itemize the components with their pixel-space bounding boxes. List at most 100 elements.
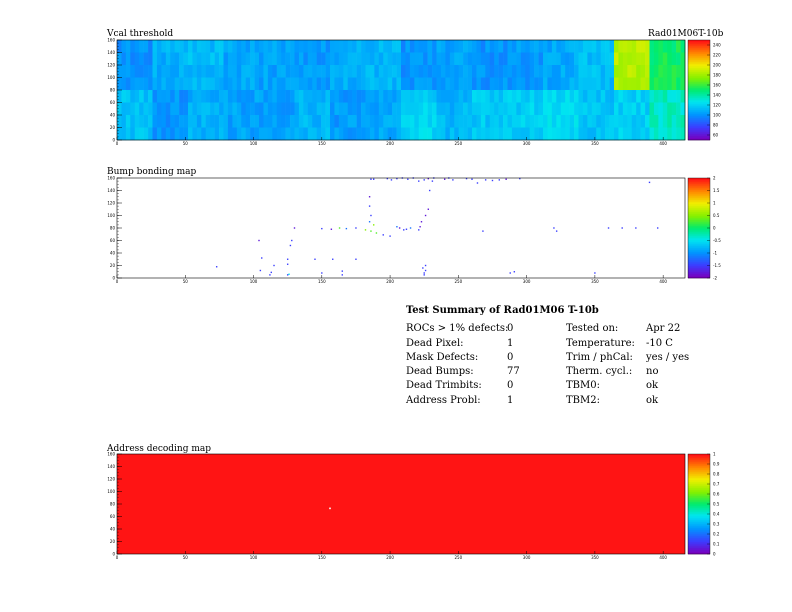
vcal-colorbar-cell: [688, 134, 710, 137]
vcal-pixel: [298, 40, 304, 53]
bump-colorbar-cell: [688, 214, 710, 217]
vcal-colorbar-label: 240: [713, 43, 721, 48]
bump-x-tick-label: 400: [659, 279, 667, 284]
vcal-pixel: [330, 77, 335, 91]
vcal-pixel: [139, 65, 144, 78]
vcal-pixel: [152, 77, 158, 91]
bump-dead-pixel: [345, 227, 348, 230]
vcal-colorbar-label: 120: [713, 103, 721, 108]
vcal-pixel: [658, 127, 664, 141]
vcal-pixel: [680, 52, 686, 66]
vcal-pixel: [538, 65, 544, 78]
vcal-pixel: [520, 77, 526, 91]
vcal-pixel: [560, 127, 566, 141]
vcal-pixel: [188, 127, 193, 141]
vcal-pixel: [134, 77, 140, 91]
vcal-pixel: [653, 90, 659, 103]
vcal-pixel: [121, 115, 127, 128]
bump-dead-pixel: [273, 264, 275, 267]
vcal-pixel: [334, 115, 340, 128]
bump-dead-pixel: [389, 235, 391, 237]
vcal-pixel: [148, 102, 153, 116]
vcal-pixel: [356, 77, 362, 91]
vcal-pixel: [472, 40, 477, 53]
bump-colorbar-cell: [688, 270, 710, 273]
vcal-pixel: [476, 102, 482, 116]
vcal-pixel: [361, 90, 366, 103]
vcal-colorbar-cell: [688, 138, 710, 141]
vcal-pixel: [232, 90, 238, 103]
vcal-pixel: [378, 102, 384, 116]
bump-colorbar-cell: [688, 276, 710, 279]
vcal-pixel: [649, 77, 655, 91]
vcal-pixel: [525, 65, 530, 78]
vcal-pixel: [534, 115, 539, 128]
vcal-pixel: [361, 77, 366, 91]
vcal-pixel: [472, 77, 477, 91]
vcal-pixel: [161, 102, 167, 116]
vcal-pixel: [436, 115, 442, 128]
vcal-colorbar-label: 160: [713, 83, 721, 88]
vcal-pixel: [356, 102, 362, 116]
vcal-pixel: [538, 40, 544, 53]
vcal-colorbar-cell: [688, 56, 710, 59]
vcal-pixel: [680, 90, 686, 103]
vcal-pixel: [463, 77, 468, 91]
vcal-pixel: [130, 40, 136, 53]
vcal-pixel: [556, 77, 562, 91]
vcal-pixel: [627, 115, 633, 128]
vcal-x-tick-label: 0: [116, 141, 119, 146]
vcal-pixel: [653, 102, 659, 116]
vcal-pixel: [316, 90, 322, 103]
vcal-pixel: [432, 65, 437, 78]
vcal-pixel: [374, 127, 380, 141]
vcal-pixel: [440, 77, 446, 91]
bump-colorbar-cell: [688, 186, 710, 189]
vcal-pixel: [414, 40, 420, 53]
vcal-pixel: [290, 65, 295, 78]
vcal-pixel: [671, 115, 677, 128]
vcal-pixel: [325, 65, 331, 78]
vcal-pixel: [414, 77, 420, 91]
vcal-pixel: [294, 102, 300, 116]
vcal-pixel: [556, 40, 562, 53]
vcal-pixel: [569, 65, 575, 78]
vcal-colorbar-cell: [688, 100, 710, 103]
vcal-pixel: [334, 127, 340, 141]
vcal-pixel: [476, 115, 482, 128]
vcal-pixel: [534, 102, 539, 116]
vcal-pixel: [449, 40, 455, 53]
vcal-pixel: [529, 90, 535, 103]
vcal-pixel: [409, 115, 415, 128]
bump-dead-pixel: [386, 177, 389, 180]
vcal-pixel: [645, 115, 650, 128]
vcal-pixel: [196, 40, 202, 53]
vcal-pixel: [130, 127, 136, 141]
vcal-pixel: [587, 65, 593, 78]
bump-colorbar-label: 2: [713, 176, 716, 181]
vcal-pixel: [183, 77, 189, 91]
vcal-colorbar-cell: [688, 128, 710, 131]
addr-colorbar-label: 0.7: [713, 482, 720, 487]
vcal-colorbar-cell: [688, 70, 710, 73]
vcal-pixel: [259, 102, 264, 116]
vcal-pixel: [538, 115, 544, 128]
vcal-pixel: [427, 77, 433, 91]
vcal-pixel: [117, 65, 122, 78]
vcal-pixel: [219, 90, 224, 103]
vcal-pixel: [596, 127, 601, 141]
vcal-pixel: [556, 52, 562, 66]
vcal-pixel: [205, 77, 211, 91]
vcal-pixel: [605, 65, 610, 78]
vcal-pixel: [529, 77, 535, 91]
vcal-pixel: [414, 115, 420, 128]
addr-colorbar-cell: [688, 492, 710, 495]
vcal-pixel: [587, 115, 593, 128]
vcal-pixel: [640, 102, 646, 116]
vcal-pixel: [662, 65, 668, 78]
vcal-colorbar-cell: [688, 52, 710, 55]
vcal-pixel: [498, 127, 504, 141]
vcal-pixel: [338, 90, 344, 103]
bump-dead-pixel: [656, 227, 659, 229]
vcal-pixel: [254, 102, 260, 116]
